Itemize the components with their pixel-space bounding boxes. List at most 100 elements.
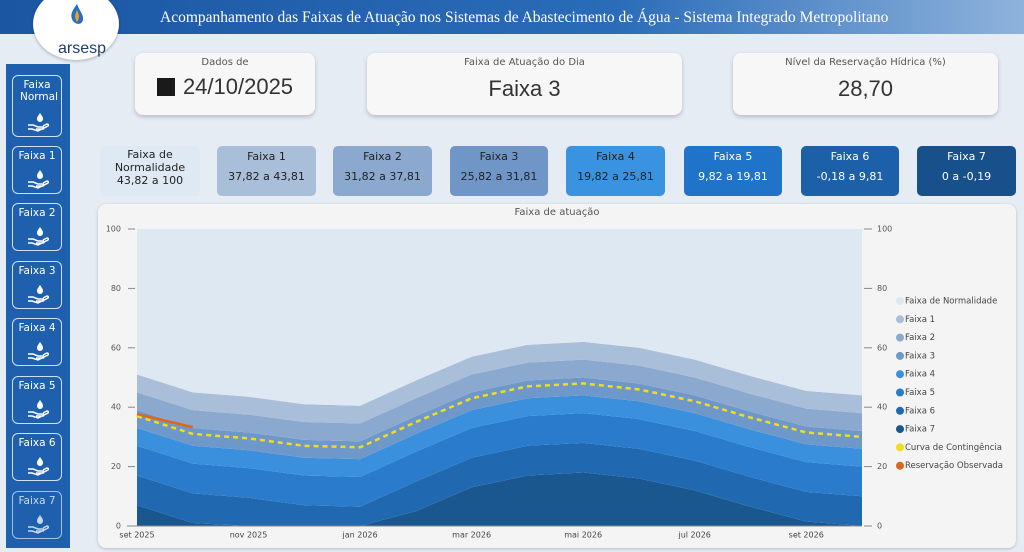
icon <box>27 226 49 246</box>
range-value: -0,18 a 9,81 <box>816 170 884 183</box>
icon <box>27 456 49 476</box>
y2-tick-label: 80 <box>877 284 887 293</box>
range-value: 0 a -0,19 <box>941 170 992 183</box>
icon <box>27 341 49 361</box>
area <box>137 395 862 477</box>
x-tick-label: set 2025 <box>119 531 154 540</box>
legend-label: Faixa 3 <box>905 351 935 361</box>
sidebar-button[interactable]: Faixa Normal <box>12 75 62 137</box>
range-box: Faixa 7 0 a -0,19 <box>917 146 1016 196</box>
y-tick-label: 20 <box>111 462 121 471</box>
chart-panel: Faixa de atuação 0 0 20 20 40 40 60 60 80 80 100 10… <box>98 204 1016 548</box>
card-value: Faixa 3 <box>488 76 561 101</box>
area <box>137 229 862 406</box>
header-title: Acompanhamento das Faixas de Atuação nos… <box>160 9 889 26</box>
area <box>137 472 862 526</box>
button-label: Faixa Normal <box>20 79 58 103</box>
legend-label: Faixa de Normalidade <box>905 297 997 307</box>
y2-tick-label: 60 <box>877 343 887 352</box>
range-value: 25,82 a 31,81 <box>460 170 538 183</box>
sidebar-button[interactable]: Faixa 6 <box>12 433 62 481</box>
range-box: Faixa 1 37,82 a 43,81 <box>217 146 316 196</box>
range-value: 37,82 a 43,81 <box>228 170 305 183</box>
legend-marker <box>896 297 904 305</box>
legend-marker <box>896 315 904 324</box>
logo-icon <box>71 4 84 24</box>
range-value: 31,82 a 37,81 <box>344 170 421 183</box>
header <box>0 0 1024 34</box>
line <box>136 412 194 429</box>
card-label: Faixa de Atuação do Dia <box>464 57 585 68</box>
y-tick-label: 80 <box>111 284 121 293</box>
legend-label: Faixa 5 <box>905 388 935 398</box>
range-name: Faixa 7 <box>947 150 986 163</box>
range-box: Faixa 5 9,82 a 19,81 <box>684 146 782 196</box>
range-box: Faixa de Normalidade 43,82 a 100 <box>100 146 200 196</box>
y2-tick-label: 100 <box>877 225 892 234</box>
icon <box>27 514 49 534</box>
line <box>136 382 863 449</box>
card-value: 24/10/2025 <box>182 74 294 99</box>
card-label: Nível da Reservação Hídrica (%) <box>785 57 946 68</box>
y2-tick-label: 40 <box>877 403 887 412</box>
area <box>137 442 862 526</box>
legend-label: Faixa 4 <box>905 370 935 380</box>
icon <box>27 169 49 189</box>
range-name: Faixa de Normalidade <box>114 148 186 174</box>
y2-tick-label: 0 <box>877 522 882 531</box>
legend-marker <box>896 351 904 360</box>
range-name: Faixa 4 <box>596 150 635 163</box>
chart-title: Faixa de atuação <box>515 207 600 218</box>
legend-marker <box>896 370 904 379</box>
x-tick-label: set 2026 <box>789 531 824 540</box>
button-label: Faixa 2 <box>18 207 56 219</box>
range-name: Faixa 2 <box>363 150 402 163</box>
date-icon <box>156 78 175 96</box>
legend-label: Curva de Contingência <box>905 442 1002 453</box>
range-value: 9,82 a 19,81 <box>698 170 768 183</box>
legend-label: Faixa 2 <box>905 333 935 343</box>
legend-marker <box>896 406 904 415</box>
sidebar-button[interactable]: Faixa 1 <box>12 146 62 194</box>
range-name: Faixa 5 <box>713 150 753 163</box>
range-box: Faixa 3 25,82 a 31,81 <box>450 146 548 196</box>
x-tick-label: nov 2025 <box>230 531 268 540</box>
legend-marker <box>896 461 904 470</box>
sidebar-button[interactable]: Faixa 5 <box>12 376 62 424</box>
y-tick-label: 100 <box>106 225 121 234</box>
area <box>137 359 862 442</box>
area <box>137 341 862 424</box>
range-value: 19,82 a 25,81 <box>577 170 654 183</box>
button-label: Faixa 7 <box>18 495 56 507</box>
legend-marker <box>896 443 904 452</box>
card-label: Dados de <box>201 57 249 68</box>
legend-label: Faixa 7 <box>905 425 935 435</box>
logo <box>33 0 119 60</box>
legend-marker <box>896 425 904 434</box>
y2-tick-label: 20 <box>877 462 887 471</box>
range-box: Faixa 2 31,82 a 37,81 <box>333 146 432 196</box>
date-card: Dados de 24/10/2025 <box>135 53 315 115</box>
range-box: Faixa 4 19,82 a 25,81 <box>566 146 665 196</box>
range-name: Faixa 6 <box>830 150 870 163</box>
sidebar-button[interactable]: Faixa 4 <box>12 318 62 366</box>
range-name: Faixa 3 <box>479 150 519 163</box>
x-tick-label: mai 2026 <box>564 531 602 540</box>
faixa-card: Faixa de Atuação do Dia Faixa 3 <box>367 53 682 115</box>
chart: Faixa de atuação 0 0 20 20 40 40 60 60 80 80 100 10… <box>106 207 1003 540</box>
icon <box>27 112 49 132</box>
icon <box>27 399 49 419</box>
logo-text: arsesp <box>58 40 107 57</box>
legend-label: Faixa 6 <box>905 406 935 416</box>
range-name: Faixa 1 <box>247 150 286 163</box>
button-label: Faixa 1 <box>18 150 56 162</box>
sidebar-button[interactable]: Faixa 7 <box>12 491 62 539</box>
y-tick-label: 60 <box>111 343 121 352</box>
sidebar-button[interactable]: Faixa 3 <box>12 261 62 309</box>
button-label: Faixa 5 <box>18 380 56 392</box>
button-label: Faixa 3 <box>18 265 56 277</box>
y-tick-label: 40 <box>111 403 121 412</box>
legend-marker <box>896 388 904 397</box>
sidebar-button[interactable]: Faixa 2 <box>12 203 62 251</box>
area <box>137 413 862 507</box>
